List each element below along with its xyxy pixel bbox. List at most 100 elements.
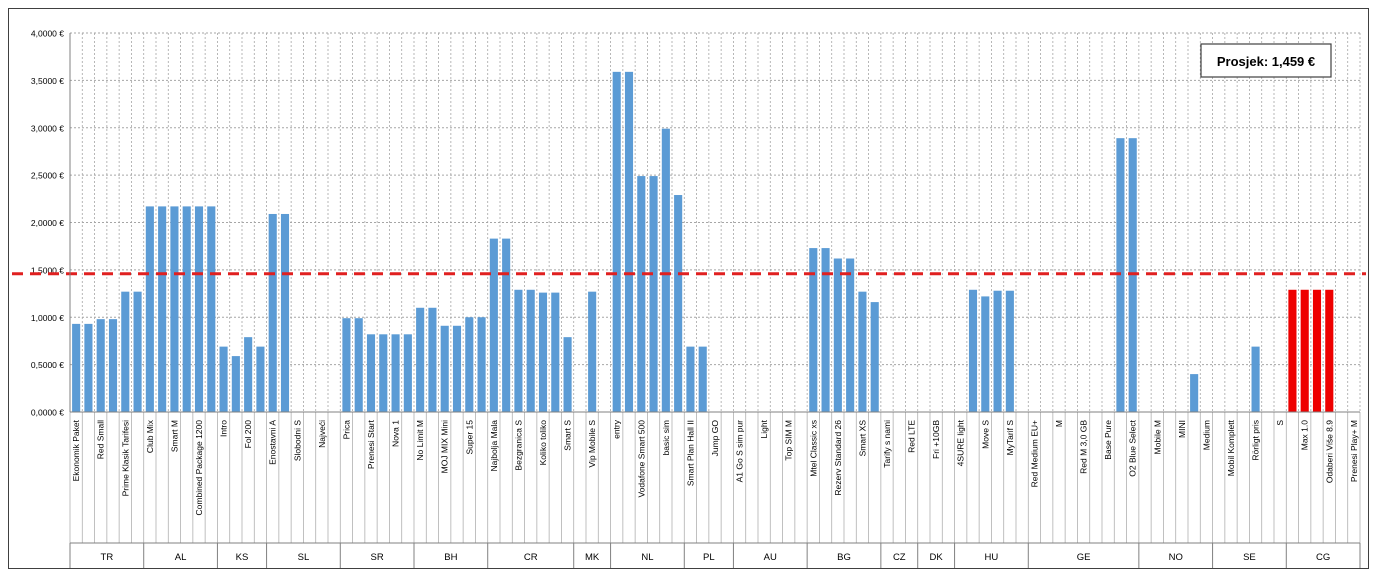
bar (846, 258, 855, 412)
bar-label: Rörligt pris (1251, 420, 1261, 461)
bar (244, 337, 253, 412)
bar (661, 128, 670, 412)
bar (858, 291, 867, 412)
group-label: CG (1316, 552, 1330, 563)
bar (1190, 374, 1199, 412)
bar (133, 291, 142, 412)
bar (993, 290, 1002, 412)
bar-label: Max 1.0 (1300, 420, 1310, 451)
bar (1312, 289, 1322, 412)
bar-label: Enostavni A (268, 420, 278, 465)
bar-label: Light (759, 419, 769, 438)
group-label: AL (175, 552, 187, 563)
bar-series (72, 71, 1334, 413)
group-label: SE (1243, 552, 1256, 563)
average-legend-box: Prosjek: 1,459 € (1200, 43, 1332, 78)
group-label: DK (930, 552, 944, 563)
bar (342, 318, 351, 412)
bar (84, 323, 93, 412)
group-label: CZ (893, 552, 906, 563)
bar (108, 319, 118, 412)
bar-category-labels: Ekonomik Paket Red Small Prime Klasik Tari… (69, 33, 1361, 543)
y-tick-label: 3,0000 € (31, 123, 64, 133)
bar-label: O2 Blue Select (1128, 419, 1138, 476)
bar (981, 296, 990, 412)
bar (194, 206, 204, 412)
bar-label: Smart M (169, 420, 179, 452)
bar (538, 292, 548, 412)
bar (1251, 346, 1260, 412)
bar-label: Vip Mobile S (587, 420, 597, 468)
group-label: MK (585, 552, 600, 563)
bar-label: MyTarif S (1005, 420, 1015, 456)
bar (366, 334, 376, 412)
y-tick-label: 1,5000 € (31, 265, 64, 275)
bar-label: Move S (980, 420, 990, 449)
bar-label: Intro (219, 420, 229, 437)
bar (207, 206, 216, 412)
bar (280, 213, 290, 412)
bar-label: Fol 200 (243, 420, 253, 449)
bar (1288, 289, 1297, 412)
group-label: CR (524, 552, 538, 563)
bar (391, 334, 400, 412)
bar (551, 292, 560, 412)
y-tick-label: 1,0000 € (31, 313, 64, 323)
bar (145, 206, 154, 412)
bar-label: Fri +10GB (931, 420, 941, 459)
bar-label: MINI (1177, 420, 1187, 438)
bar-label: Mtel Classic xs (808, 420, 818, 477)
bar (121, 291, 130, 412)
bar (698, 346, 707, 412)
bar-label: Top SIM M (784, 420, 794, 461)
bar-label: Tarify s nami (882, 420, 892, 468)
group-label: SR (371, 552, 384, 563)
bar-label: Odaberi Više 8.9 (1324, 420, 1334, 483)
bar (870, 302, 879, 412)
bar (354, 318, 363, 412)
bar (452, 325, 462, 412)
bar (686, 346, 695, 412)
bar-label: entry (612, 419, 622, 439)
bar (502, 238, 511, 412)
bar (1005, 290, 1014, 412)
bar-label: Vodafone Smart 500 (636, 420, 646, 498)
bar-label: S (1275, 420, 1285, 426)
group-label: NL (641, 552, 653, 563)
bar (256, 346, 265, 412)
bar (624, 71, 634, 412)
bar-label: Slobodni S (292, 420, 302, 461)
bar (170, 206, 179, 412)
bar (588, 291, 597, 412)
bar (821, 248, 830, 412)
bar (403, 334, 412, 412)
bar (563, 337, 572, 412)
bar (428, 307, 437, 412)
y-tick-label: 4,0000 € (31, 29, 64, 39)
bar-label: Club Mix (145, 419, 155, 453)
bar-label: A1 Go S sim pur (735, 420, 745, 483)
y-tick-label: 0,0000 € (31, 408, 64, 418)
bar-label: Najbolja Mala (489, 420, 499, 472)
bar-label: Prenesi Start (366, 419, 376, 469)
bar (72, 323, 81, 412)
bar (219, 346, 228, 412)
bar (514, 289, 523, 412)
bar-label: basic sim (661, 420, 671, 455)
bar (231, 356, 240, 412)
bar (649, 176, 658, 412)
group-label: AU (764, 552, 777, 563)
group-label: SL (298, 552, 310, 563)
bar (182, 206, 191, 412)
average-legend-text: Prosjek: 1,459 € (1217, 54, 1315, 69)
bar (1325, 289, 1334, 412)
bar (96, 319, 105, 412)
bar (489, 238, 498, 412)
bar-label: Medium (1201, 420, 1211, 450)
y-tick-label: 2,5000 € (31, 171, 64, 181)
group-label: BG (837, 552, 851, 563)
bar (379, 334, 388, 412)
bar (158, 206, 167, 412)
bar (809, 248, 818, 412)
